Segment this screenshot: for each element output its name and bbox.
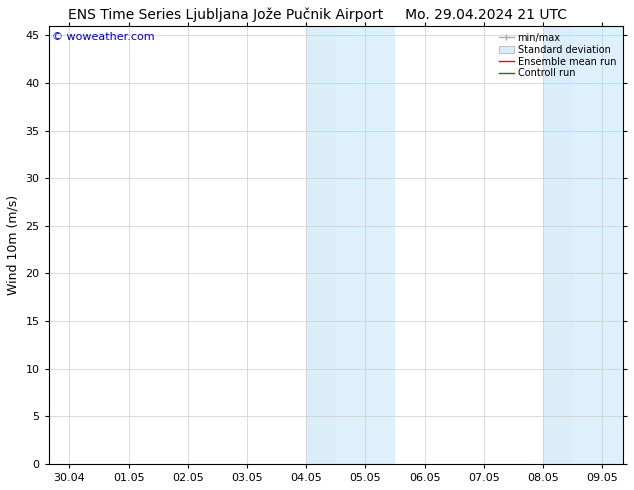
Bar bbox=[573, 26, 631, 464]
Bar bbox=[336, 26, 395, 464]
Bar bbox=[543, 26, 573, 464]
Legend: min/max, Standard deviation, Ensemble mean run, Controll run: min/max, Standard deviation, Ensemble me… bbox=[497, 31, 618, 80]
Bar bbox=[306, 26, 336, 464]
Text: ENS Time Series Ljubljana Jože Pučnik Airport     Mo. 29.04.2024 21 UTC: ENS Time Series Ljubljana Jože Pučnik Ai… bbox=[67, 7, 567, 22]
Y-axis label: Wind 10m (m/s): Wind 10m (m/s) bbox=[7, 195, 20, 295]
Text: © woweather.com: © woweather.com bbox=[51, 32, 154, 42]
